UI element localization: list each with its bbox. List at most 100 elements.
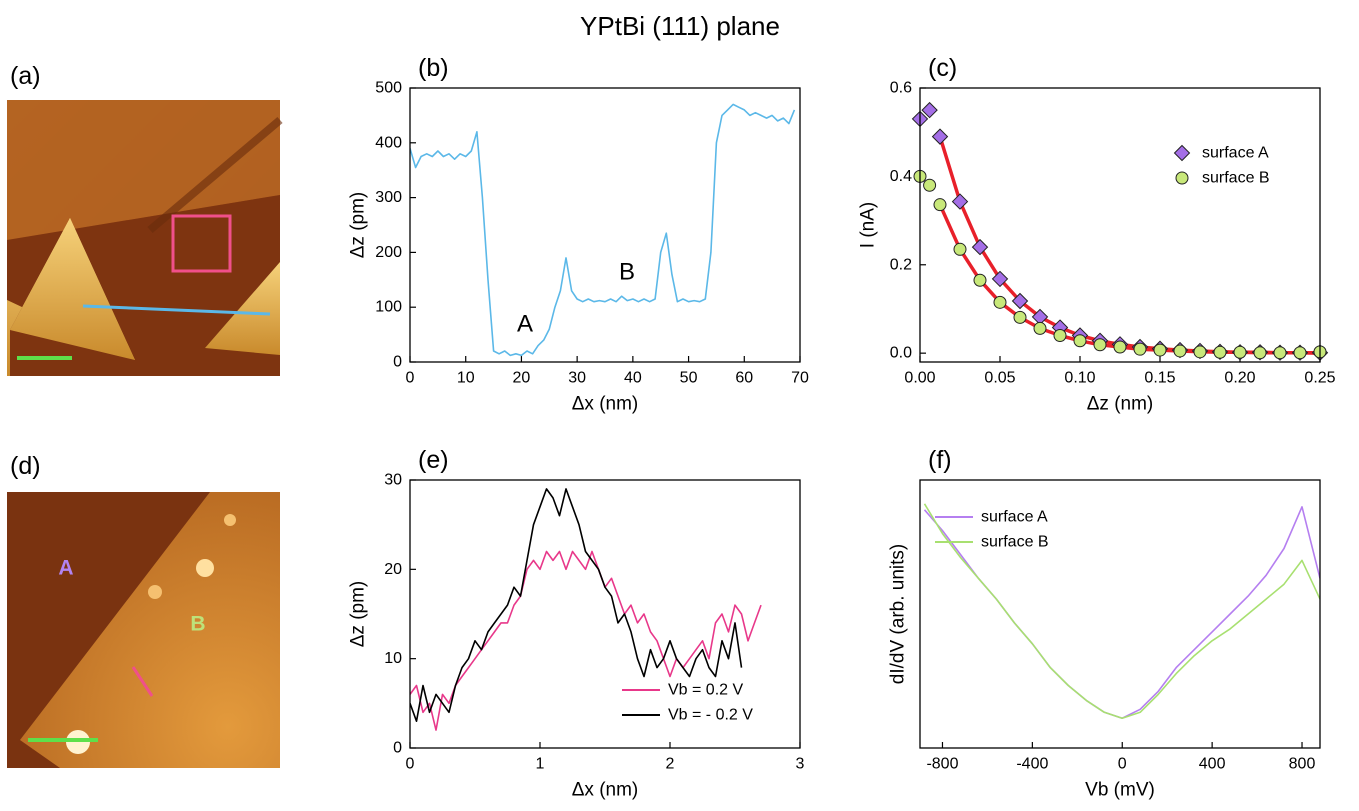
series-line <box>410 550 762 731</box>
plot-area <box>923 503 1320 719</box>
x-tick-label: 2 <box>666 756 675 773</box>
x-tick-label: 0.00 <box>904 370 935 387</box>
plot-area <box>410 488 762 731</box>
marker <box>1233 345 1247 359</box>
marker <box>1293 346 1307 360</box>
x-tick-label: 60 <box>735 370 753 387</box>
y-tick-label: 400 <box>375 134 402 151</box>
y-axis-label: Δz (pm) <box>348 192 369 259</box>
legend-label: surface A <box>981 509 1048 526</box>
x-tick-label: 0 <box>406 756 415 773</box>
x-tick-label: 0.25 <box>1304 370 1335 387</box>
panel-label: (e) <box>418 446 449 474</box>
marker <box>993 295 1007 309</box>
x-tick-label: 0.15 <box>1144 370 1175 387</box>
legend-label: Vb = 0.2 V <box>668 682 743 699</box>
series-line <box>410 488 743 722</box>
x-tick-label: -400 <box>1016 756 1048 773</box>
x-axis-label: Vb (mV) <box>1085 780 1155 801</box>
y-tick-label: 0 <box>393 740 402 757</box>
legend-marker <box>1175 171 1189 185</box>
legend-label: surface B <box>981 534 1049 551</box>
panel-label: (c) <box>928 54 957 82</box>
y-tick-label: 20 <box>384 561 402 578</box>
image-label: A <box>58 557 73 580</box>
marker <box>1273 346 1287 360</box>
series-line <box>923 503 1320 719</box>
marker <box>953 242 967 256</box>
y-axis-label: I (nA) <box>858 202 879 248</box>
x-tick-label: 400 <box>1199 756 1226 773</box>
marker <box>971 238 989 256</box>
plot-area <box>410 103 796 357</box>
x-axis-label: Δx (nm) <box>572 780 639 801</box>
panel-label: (a) <box>10 62 41 90</box>
y-tick-label: 30 <box>384 472 402 489</box>
x-tick-label: 800 <box>1289 756 1316 773</box>
x-tick-label: 40 <box>624 370 642 387</box>
x-tick-label: 0 <box>406 370 415 387</box>
marker <box>1113 340 1127 354</box>
stm-image-a <box>7 100 283 376</box>
marker <box>921 101 938 119</box>
marker <box>1133 342 1147 356</box>
marker <box>1193 345 1207 359</box>
x-tick-label: 70 <box>791 370 809 387</box>
marker <box>991 270 1009 288</box>
x-tick-label: 20 <box>513 370 531 387</box>
y-tick-label: 300 <box>375 189 402 206</box>
marker <box>1053 328 1067 342</box>
x-axis-label: Δx (nm) <box>572 394 639 415</box>
x-tick-label: 0.05 <box>984 370 1015 387</box>
marker <box>1093 338 1107 352</box>
y-tick-label: 200 <box>375 244 402 261</box>
y-tick-label: 0.2 <box>890 256 912 273</box>
marker <box>1213 345 1227 359</box>
plot-frame <box>919 87 1321 363</box>
x-tick-label: 3 <box>796 756 805 773</box>
legend-marker <box>1173 144 1191 162</box>
plot-frame <box>409 479 801 749</box>
marker <box>1153 343 1167 357</box>
marker <box>951 193 969 210</box>
annotation: B <box>619 259 635 286</box>
y-tick-label: 100 <box>375 299 402 316</box>
panel-label: (b) <box>418 54 449 82</box>
marker <box>1073 334 1087 348</box>
x-axis-label: Δz (nm) <box>1087 394 1154 415</box>
marker <box>1253 346 1267 360</box>
annotation: A <box>517 311 533 338</box>
x-tick-label: -800 <box>926 756 958 773</box>
marker <box>1173 344 1187 358</box>
y-tick-label: 10 <box>384 650 402 667</box>
y-tick-label: 0 <box>393 354 402 371</box>
marker <box>931 128 949 145</box>
legend-label: Vb = - 0.2 V <box>668 707 753 724</box>
y-axis-label: Δz (pm) <box>348 581 369 648</box>
marker <box>923 178 937 192</box>
y-axis-label: dI/dV (arb. units) <box>888 544 909 684</box>
y-tick-label: 0.0 <box>890 345 912 362</box>
y-tick-label: 0.4 <box>890 168 912 185</box>
plot-frame <box>409 87 801 363</box>
image-label: B <box>190 613 205 636</box>
panel-label: (f) <box>928 446 952 474</box>
legend-label: surface A <box>1202 145 1269 162</box>
marker <box>933 198 947 212</box>
marker <box>1011 292 1029 310</box>
x-tick-label: 0.10 <box>1064 370 1095 387</box>
figure-title: YPtBi (111) plane <box>580 11 780 41</box>
y-tick-label: 0.6 <box>890 80 912 97</box>
x-tick-label: 10 <box>457 370 475 387</box>
y-tick-label: 500 <box>375 80 402 97</box>
series-line <box>410 103 796 357</box>
marker <box>1013 310 1027 324</box>
x-tick-label: 30 <box>568 370 586 387</box>
marker <box>973 273 987 287</box>
marker <box>1033 321 1047 335</box>
stm-image-d: A B <box>7 492 280 768</box>
plot-frame <box>919 479 1321 749</box>
x-tick-label: 0.20 <box>1224 370 1255 387</box>
x-tick-label: 1 <box>536 756 545 773</box>
